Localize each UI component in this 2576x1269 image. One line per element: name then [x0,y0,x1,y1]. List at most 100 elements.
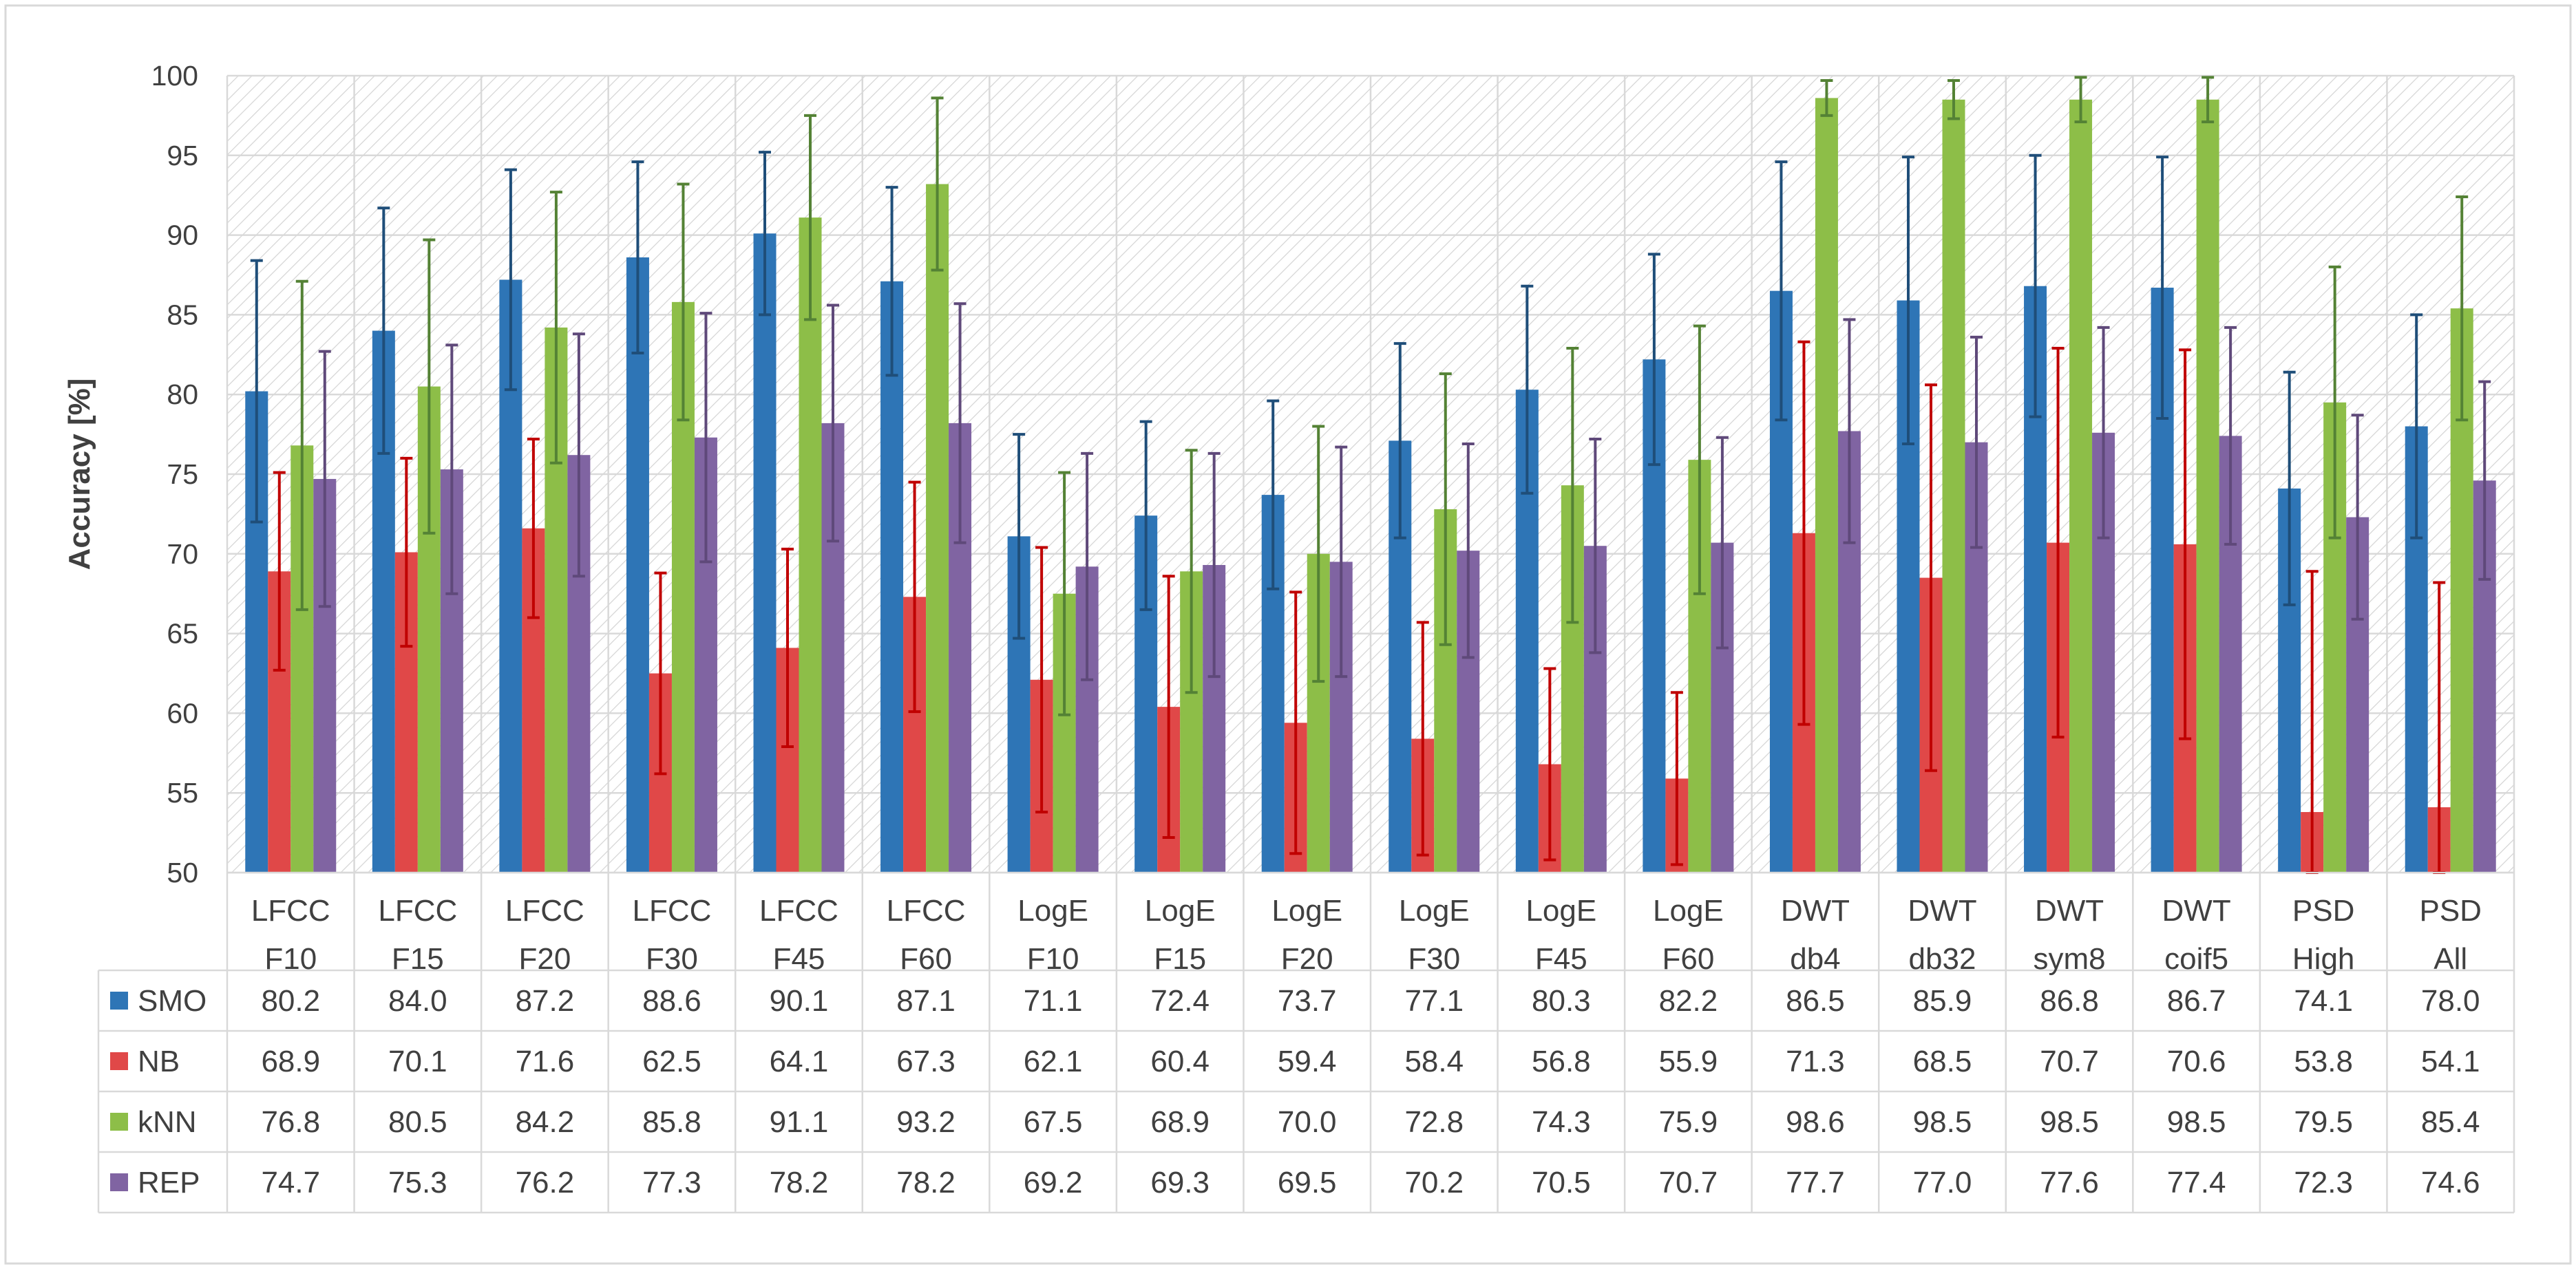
legend-key-knn [110,1113,128,1131]
error-bar-nb [781,547,794,749]
error-bar-smo [759,151,771,317]
error-bar-knn [931,96,944,272]
table-cell: 68.5 [1913,1045,1972,1078]
error-bar-knn [1185,449,1198,694]
y-tick-label: 55 [167,777,198,809]
table-cell: 69.3 [1150,1166,1210,1199]
table-cell: 90.1 [770,984,829,1018]
y-tick-label: 50 [167,857,198,888]
category-label: DWT [2162,894,2231,928]
table-cell: 55.9 [1659,1045,1718,1078]
category-label: LFCC [887,894,966,928]
legend-key-rep [110,1173,128,1191]
error-bar-knn [295,279,308,611]
table-cell: 68.9 [1150,1105,1210,1139]
table-cell: 59.4 [1278,1045,1337,1078]
table-cell: 86.8 [2040,984,2099,1018]
bar-smo [880,281,904,873]
error-bar-nb [400,456,413,648]
error-bar-smo [1139,420,1152,611]
category-label: coif5 [2164,942,2228,976]
y-tick-label: 80 [167,378,198,410]
error-bar-knn [1312,425,1325,683]
table-cell: 84.2 [516,1105,575,1139]
category-label: F30 [1408,942,1460,976]
table-cell: 85.9 [1913,984,1972,1018]
error-bar-knn [2328,265,2341,540]
category-label: F20 [518,942,571,976]
legend-label-rep: REP [138,1166,200,1199]
table-cell: 78.0 [2421,984,2480,1018]
error-bar-smo [2029,153,2042,418]
category-label: DWT [2035,894,2104,928]
category-label: DWT [1781,894,1850,928]
error-bar-nb [908,480,921,714]
error-bar-smo [1775,160,1788,422]
table-cell: 70.0 [1278,1105,1337,1139]
table-cell: 70.5 [1532,1166,1591,1199]
table-cell: 69.2 [1024,1166,1083,1199]
table-cell: 72.8 [1404,1105,1464,1139]
error-bar-rep [2224,326,2237,546]
legend-label-nb: NB [138,1045,180,1078]
table-cell: 77.3 [642,1166,701,1199]
table-cell: 84.0 [388,984,447,1018]
bar-knn [926,184,949,873]
error-bar-rep [2351,414,2364,621]
table-cell: 80.5 [388,1105,447,1139]
error-bar-smo [1267,399,1280,590]
table-cell: 85.8 [642,1105,701,1139]
table-cell: 75.3 [388,1166,447,1199]
error-bar-nb [1416,621,1429,857]
category-label: F45 [773,942,825,976]
table-cell: 72.3 [2294,1166,2353,1199]
table-cell: 80.2 [261,984,320,1018]
error-bar-rep [1461,442,1475,659]
table-cell: 98.5 [2040,1105,2099,1139]
table-cell: 82.2 [1659,984,1718,1018]
bar-knn [1942,99,1965,873]
table-cell: 93.2 [896,1105,956,1139]
y-tick-label: 90 [167,220,198,251]
error-bar-rep [1970,335,1983,549]
error-bar-rep [827,303,839,543]
category-label: LogE [1017,894,1088,928]
table-cell: 74.1 [2294,984,2353,1018]
category-label: All [2434,942,2467,976]
error-bars [250,76,2491,874]
error-bar-rep [1589,438,1602,654]
error-bar-rep [445,343,458,595]
error-bar-nb [2179,348,2192,740]
table-cell: 68.9 [261,1045,320,1078]
table-cell: 54.1 [2421,1045,2480,1078]
category-label: sym8 [2033,942,2105,976]
bar-knn [2069,99,2093,873]
category-label: F10 [1027,942,1079,976]
category-label: DWT [1908,894,1976,928]
error-bar-rep [2097,326,2110,540]
table-cell: 69.5 [1278,1166,1337,1199]
error-bar-knn [804,114,816,321]
category-label: LFCC [505,894,584,928]
table-cell: 67.3 [896,1045,956,1078]
table-cell: 74.3 [1532,1105,1591,1139]
category-label: PSD [2292,894,2354,928]
category-label: F15 [1154,942,1206,976]
table-cell: 77.1 [1404,984,1464,1018]
category-label: db32 [1909,942,1976,976]
error-bar-knn [549,191,562,465]
error-bar-nb [1289,590,1302,855]
error-bar-nb [1162,575,1175,840]
table-cell: 62.1 [1024,1045,1083,1078]
table-cell: 87.1 [896,984,956,1018]
category-label: LogE [1525,894,1596,928]
y-tick-label: 95 [167,140,198,171]
table-cell: 86.5 [1786,984,1845,1018]
table-cell: 77.7 [1786,1166,1845,1199]
table-cell: 70.7 [2040,1045,2099,1078]
error-bar-knn [2456,195,2469,422]
category-label: F20 [1281,942,1333,976]
table-cell: 75.9 [1659,1105,1718,1139]
error-bar-knn [2074,76,2087,124]
category-label: LogE [1271,894,1342,928]
